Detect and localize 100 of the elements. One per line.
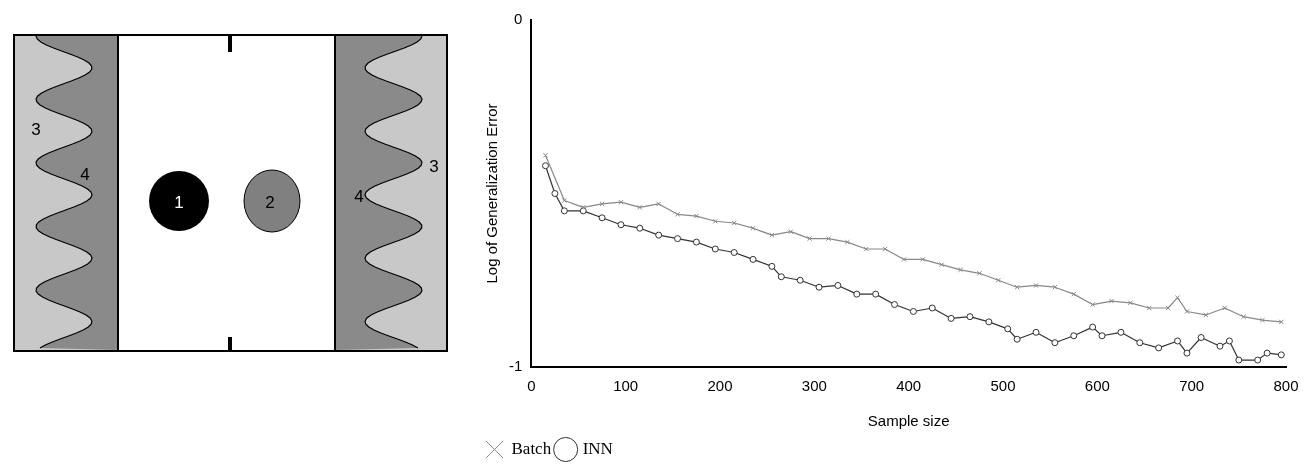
point [928, 304, 936, 312]
x-axis-title: Sample size [867, 412, 950, 430]
y-tick-label: -1 [508, 357, 523, 375]
point [769, 232, 775, 238]
point [1259, 317, 1266, 323]
point [560, 207, 568, 215]
point [788, 229, 794, 235]
point [966, 313, 974, 321]
text: 1 [174, 193, 184, 212]
point [1146, 305, 1152, 311]
x-tick-label: 400 [896, 377, 922, 395]
point [1235, 356, 1243, 364]
point [863, 246, 869, 252]
text: 3 [31, 120, 41, 139]
point [1127, 300, 1133, 306]
point [655, 231, 663, 239]
point [976, 270, 983, 276]
point [1184, 308, 1190, 315]
point [882, 246, 888, 252]
point [1014, 284, 1020, 290]
point [1070, 332, 1078, 340]
point [580, 204, 586, 210]
point [947, 314, 955, 322]
point [1216, 342, 1224, 350]
point [985, 318, 993, 326]
x-tick-label: 200 [707, 377, 733, 395]
point [1240, 314, 1247, 320]
point [1197, 334, 1205, 342]
y-axis-title: Log of Generalization Error [483, 103, 501, 284]
point [1051, 339, 1059, 347]
point [1013, 335, 1021, 343]
legend-label: Batch [511, 438, 552, 458]
point [1263, 349, 1271, 357]
point [617, 221, 625, 229]
point [1071, 291, 1077, 297]
text: 4 [354, 187, 364, 206]
point [1183, 349, 1191, 357]
point [750, 225, 756, 231]
point [834, 281, 842, 289]
x-tick-label: 800 [1273, 377, 1299, 395]
x-tick-label: 100 [613, 377, 639, 395]
point [1090, 301, 1096, 308]
point [541, 162, 549, 170]
point [636, 224, 644, 232]
point [939, 262, 945, 268]
point [637, 204, 643, 210]
point [901, 256, 907, 263]
point [561, 197, 567, 204]
point [731, 220, 737, 226]
point [1098, 332, 1106, 340]
point [1225, 337, 1233, 345]
point [598, 214, 606, 222]
point [1203, 312, 1209, 318]
point [599, 201, 605, 207]
point [1155, 344, 1163, 352]
x-tick-label: 300 [801, 377, 827, 395]
text: 4 [80, 165, 90, 184]
x-tick-label: 700 [1179, 377, 1205, 395]
point [853, 290, 861, 298]
x-tick-label: 600 [1084, 377, 1110, 395]
point [1004, 325, 1012, 333]
point [777, 273, 785, 281]
point [1117, 328, 1125, 336]
point [1136, 339, 1144, 347]
point [995, 277, 1001, 283]
point [796, 276, 804, 284]
point [618, 199, 624, 205]
point [957, 267, 964, 273]
point [1108, 298, 1115, 304]
point [674, 235, 682, 243]
point [891, 301, 899, 309]
x-tick-label: 0 [527, 377, 536, 395]
point [872, 290, 880, 298]
point [656, 201, 662, 207]
point [749, 255, 757, 263]
point [711, 245, 719, 253]
point [1174, 294, 1181, 301]
point [551, 190, 559, 197]
point [712, 218, 718, 224]
point [844, 239, 850, 245]
x-tick-label: 500 [990, 377, 1016, 395]
point [1165, 305, 1171, 311]
point [730, 248, 738, 256]
point [1254, 356, 1262, 364]
point [807, 235, 813, 242]
point [1222, 305, 1228, 311]
point [693, 213, 700, 219]
point [1052, 284, 1058, 290]
point [1089, 323, 1097, 331]
point [815, 283, 823, 291]
text: 2 [265, 193, 275, 212]
point [1032, 328, 1040, 336]
point [692, 238, 700, 246]
point [1174, 337, 1182, 345]
legend-label: INN [582, 438, 613, 458]
point [1033, 282, 1039, 289]
point [768, 262, 776, 270]
point [909, 307, 917, 315]
point [674, 211, 681, 217]
point [920, 256, 926, 263]
